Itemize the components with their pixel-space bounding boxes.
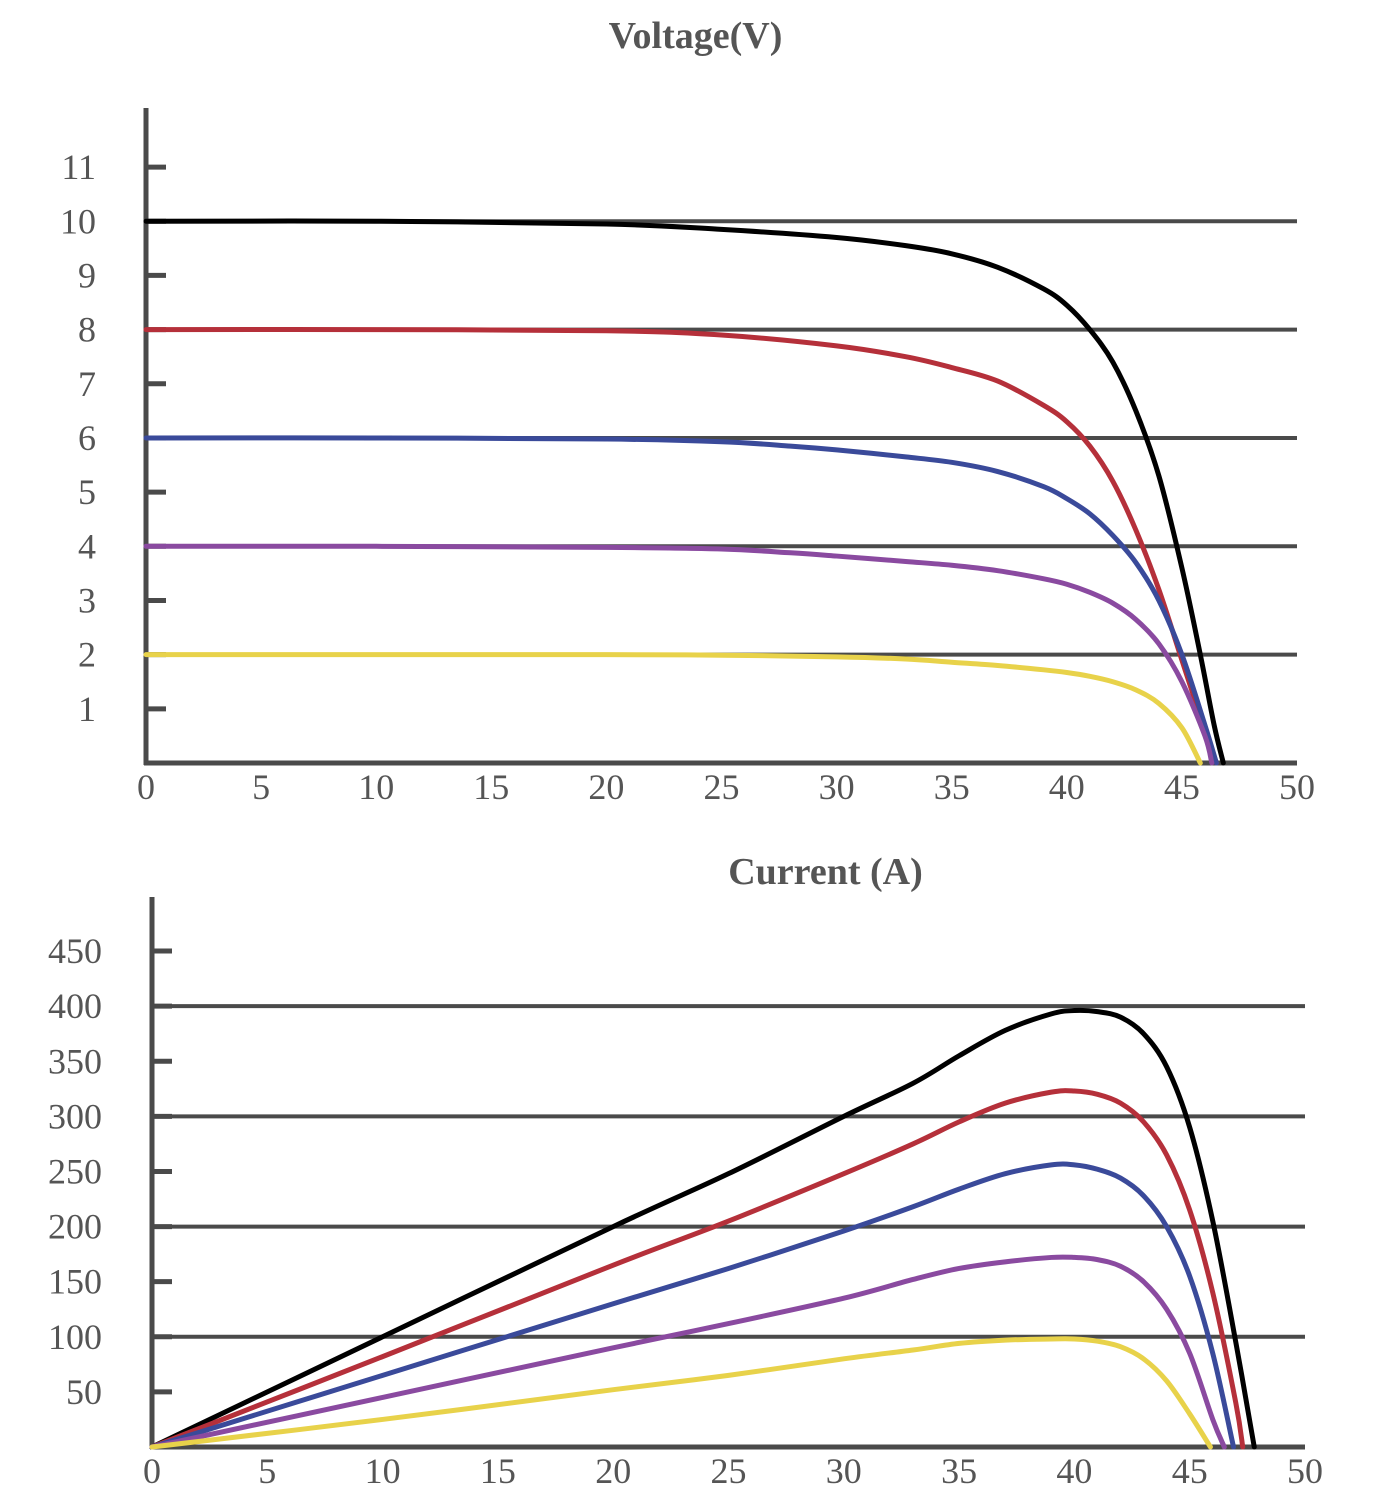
x-tick-label: 10 bbox=[358, 767, 394, 807]
power-chart-svg: 50 100 150 200 250 300 350 400 450 0 5 10 15 20 25 30 35… bbox=[48, 897, 1323, 1491]
x-tick-label: 10 bbox=[365, 1451, 401, 1491]
x-tick-label: 25 bbox=[711, 1451, 747, 1491]
series-line bbox=[149, 1336, 1213, 1450]
x-tick-label: 0 bbox=[143, 1451, 161, 1491]
x-tick-label: 45 bbox=[1172, 1451, 1208, 1491]
y-tick-label: 100 bbox=[48, 1317, 102, 1357]
voltage-chart: Voltage(V) 1 2 3 4 5 6 7 8 9 10 11 0 5 10 15 20 25 30 35 40… bbox=[60, 15, 1315, 807]
x-tick-label: 35 bbox=[934, 767, 970, 807]
chart-title: Current (A) bbox=[728, 851, 923, 893]
series-line bbox=[143, 543, 1215, 766]
x-tick-label: 30 bbox=[826, 1451, 862, 1491]
series-line bbox=[149, 1161, 1237, 1450]
x-tick-label: 50 bbox=[1287, 1451, 1323, 1491]
x-tick-label: 5 bbox=[252, 767, 270, 807]
y-tick-label: 1 bbox=[78, 689, 96, 729]
y-tick-label: 150 bbox=[48, 1262, 102, 1302]
y-tick-label: 3 bbox=[78, 580, 96, 620]
x-tick-label: 20 bbox=[588, 767, 624, 807]
y-tick-label: 7 bbox=[78, 364, 96, 404]
y-tick-label: 5 bbox=[78, 472, 96, 512]
x-tick-label: 25 bbox=[704, 767, 740, 807]
x-tick-label: 40 bbox=[1056, 1451, 1092, 1491]
x-tick-label: 5 bbox=[258, 1451, 276, 1491]
series-line bbox=[143, 652, 1203, 766]
x-tick-label: 40 bbox=[1049, 767, 1085, 807]
x-tick-label: 15 bbox=[480, 1451, 516, 1491]
chart-title: Voltage(V) bbox=[608, 15, 783, 57]
y-tick-label: 200 bbox=[48, 1207, 102, 1247]
y-tick-label: 4 bbox=[78, 526, 96, 566]
x-tick-label: 50 bbox=[1279, 767, 1315, 807]
y-tick-label: 11 bbox=[61, 147, 96, 187]
y-tick-label: 9 bbox=[78, 255, 96, 295]
y-tick-label: 2 bbox=[78, 635, 96, 675]
series-line bbox=[149, 1088, 1246, 1450]
y-tick-label: 50 bbox=[66, 1372, 102, 1412]
x-tick-label: 0 bbox=[137, 767, 155, 807]
series-line bbox=[149, 1254, 1227, 1450]
y-tick-label: 10 bbox=[60, 201, 96, 241]
y-tick-label: 250 bbox=[48, 1151, 102, 1191]
y-tick-label: 8 bbox=[78, 310, 96, 350]
y-tick-label: 450 bbox=[48, 931, 102, 971]
series-line bbox=[149, 1007, 1257, 1450]
y-tick-label: 350 bbox=[48, 1041, 102, 1081]
x-tick-label: 20 bbox=[595, 1451, 631, 1491]
y-tick-label: 400 bbox=[48, 986, 102, 1026]
x-tick-label: 15 bbox=[473, 767, 509, 807]
series-line bbox=[143, 218, 1226, 766]
x-tick-label: 45 bbox=[1164, 767, 1200, 807]
series-line bbox=[143, 327, 1219, 766]
x-tick-label: 35 bbox=[941, 1451, 977, 1491]
series-line bbox=[143, 435, 1219, 766]
x-tick-label: 30 bbox=[819, 767, 855, 807]
y-tick-label: 6 bbox=[78, 418, 96, 458]
power-chart: Current (A) 50 100 150 200 250 300 350 400 450 0 5… bbox=[0, 820, 1391, 1499]
y-tick-label: 300 bbox=[48, 1096, 102, 1136]
